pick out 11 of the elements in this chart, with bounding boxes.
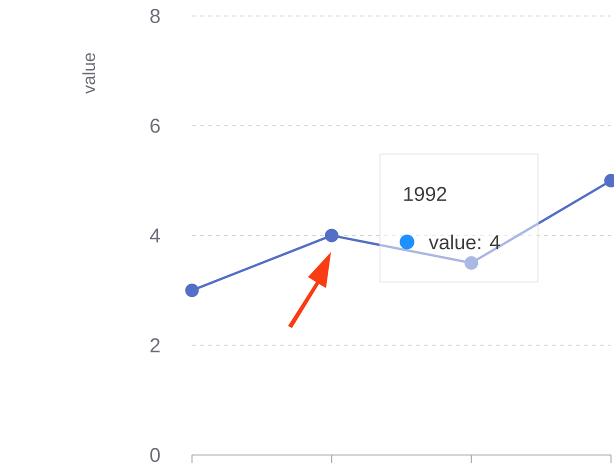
point <box>324 228 338 242</box>
y-tick-label: 4 <box>150 228 160 242</box>
point <box>185 284 199 298</box>
annotation: value: 4 <box>428 234 500 250</box>
y-axis-title: value <box>82 53 96 94</box>
point <box>464 256 478 270</box>
y-tick-label: 8 <box>150 8 160 24</box>
y-tick-label: 2 <box>150 338 160 352</box>
y-tick-label: 6 <box>150 118 160 133</box>
annotation: 1992 <box>404 186 446 202</box>
y-tick-label: 0 <box>150 448 160 462</box>
